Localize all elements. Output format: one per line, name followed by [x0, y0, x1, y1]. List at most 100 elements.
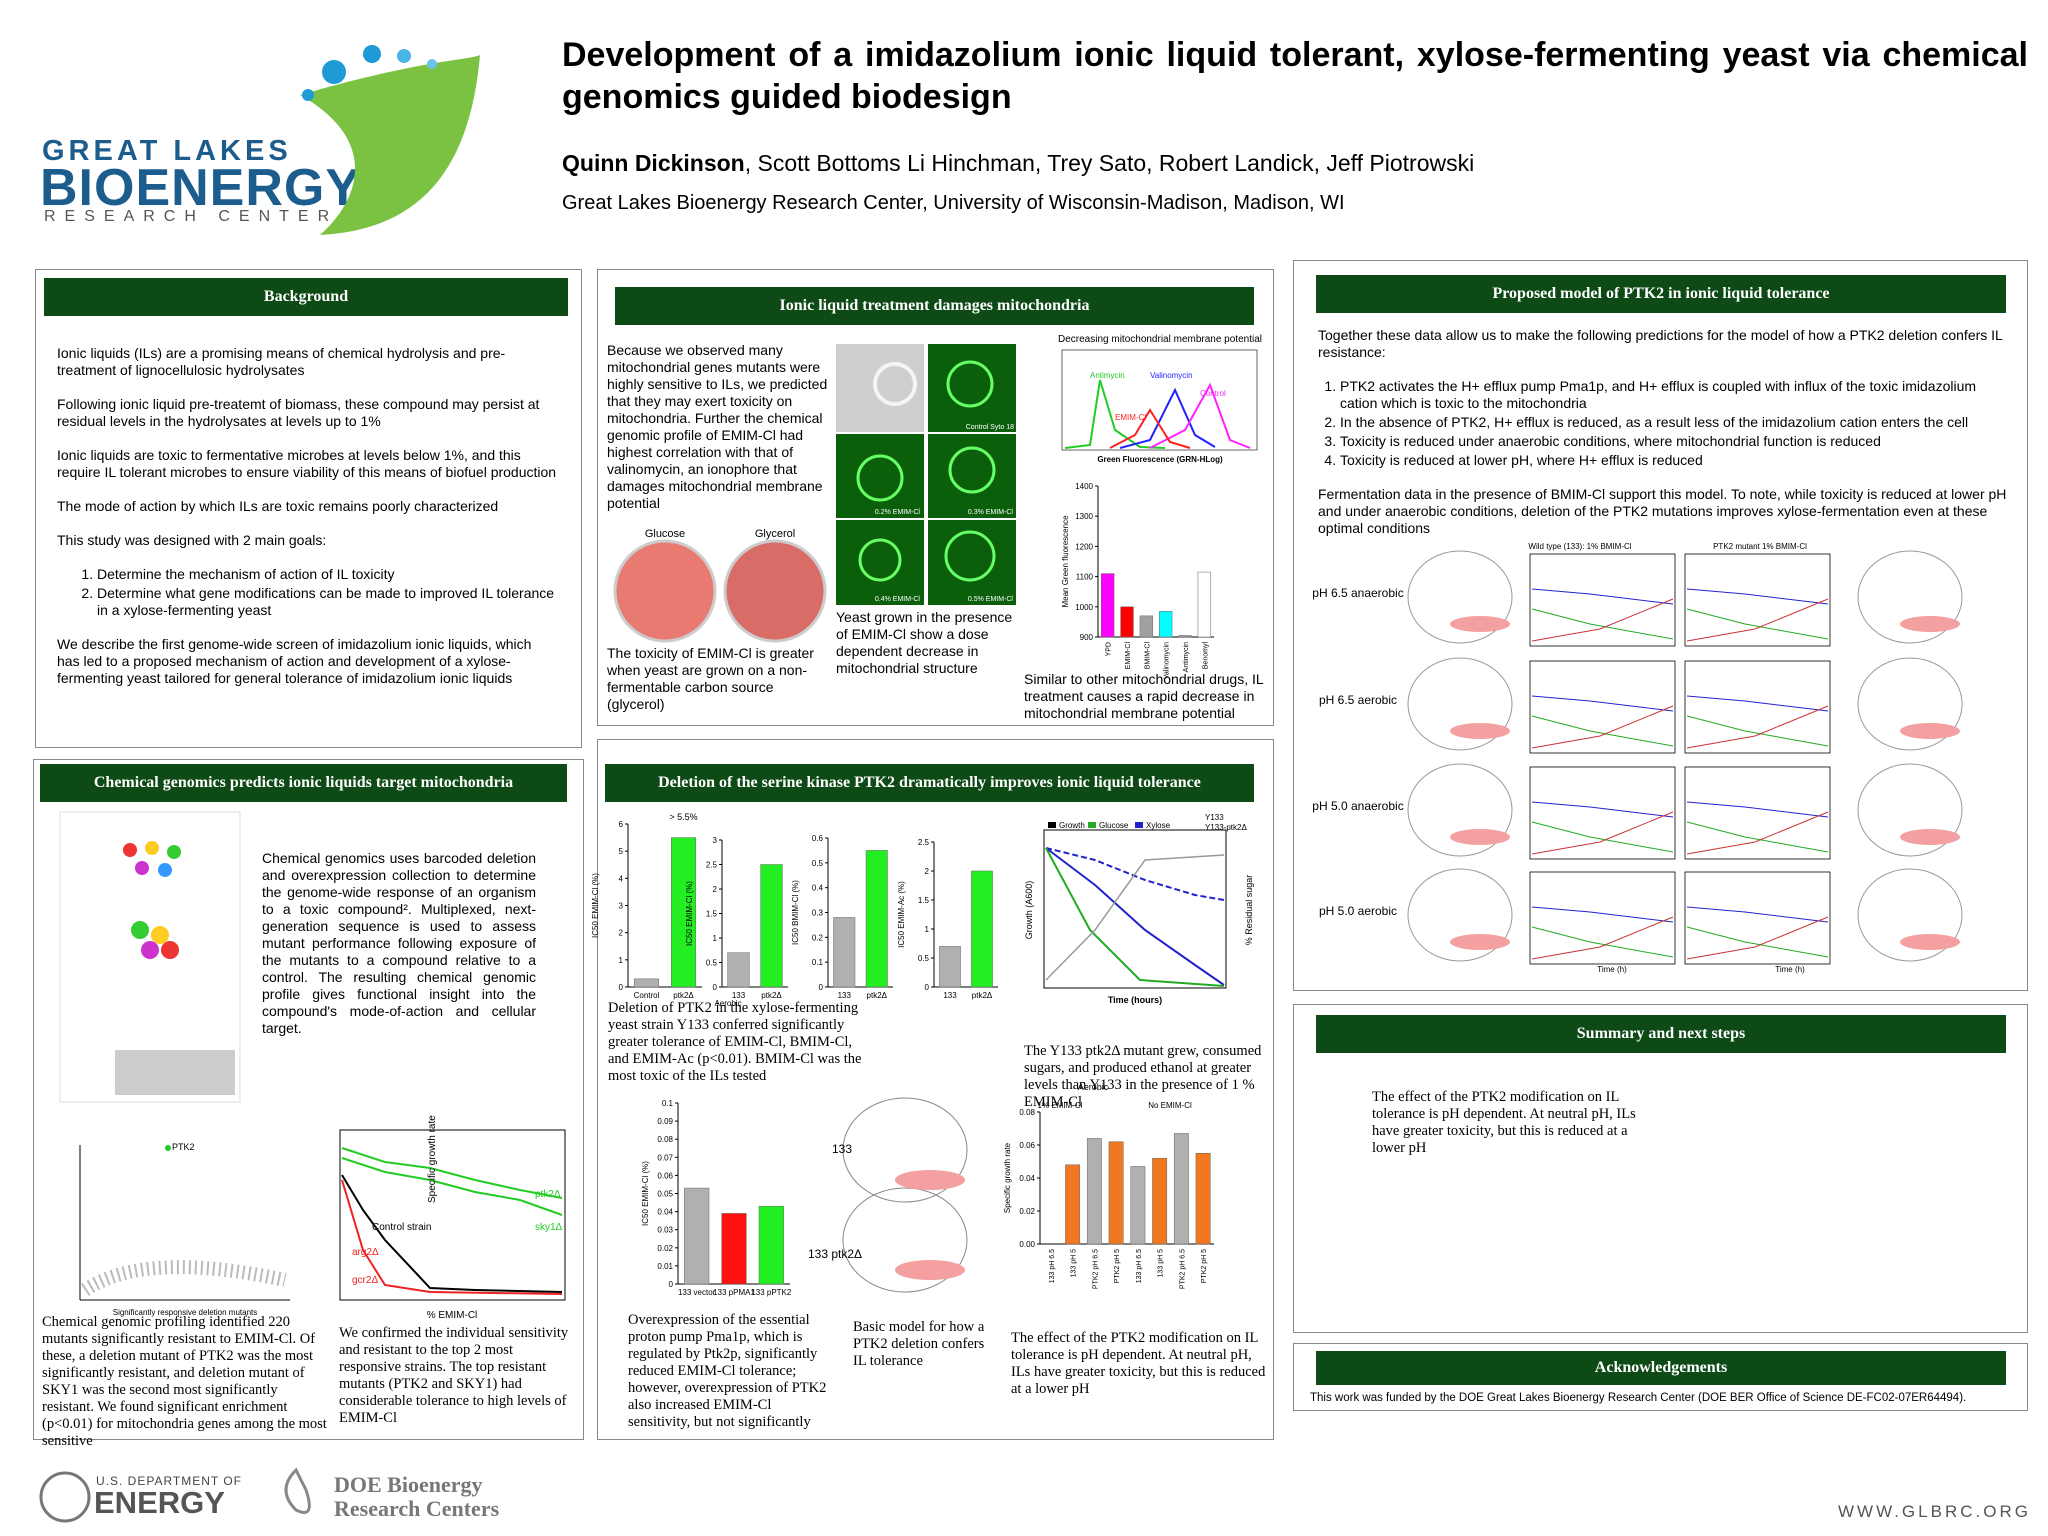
flow-curve — [1064, 379, 1166, 449]
y-tick-label: 0.00 — [1019, 1240, 1035, 1249]
y-tick-label: 4 — [619, 874, 624, 883]
scatter-point — [165, 1145, 171, 1151]
legend-label: Y133-ptk2Δ — [1205, 823, 1247, 832]
y-tick-label: 3 — [713, 836, 718, 845]
x-tick-label: BMIM-Cl — [1144, 642, 1151, 670]
y-tick-label: 0.1 — [812, 958, 824, 967]
legend-swatch — [1048, 822, 1056, 828]
y-tick-label: 0.2 — [812, 933, 824, 942]
series-line — [341, 1179, 563, 1295]
title: Development of a imidazolium ionic liqui… — [562, 36, 2028, 116]
bar — [1195, 1153, 1211, 1245]
micro-label: 0.3% EMIM-Cl — [968, 509, 1014, 516]
mitochondrion — [1450, 616, 1510, 632]
x-tick-label: 133 vector — [678, 1288, 716, 1297]
micrograph — [928, 344, 1016, 432]
y-axis-label: IC50 EMIM-Cl (%) — [685, 881, 694, 946]
series-label: ptk2Δ — [535, 1189, 561, 1200]
y-tick-label: 1400 — [1075, 482, 1093, 491]
group-label: 1% EMIM-Cl — [1038, 1101, 1083, 1110]
y-tick-label: 0 — [713, 983, 718, 992]
bar — [721, 1213, 747, 1285]
x-tick-label: 133 — [943, 991, 957, 1000]
y-tick-label: 0.08 — [657, 1135, 673, 1144]
mini-line — [1686, 916, 1829, 960]
logo-dot — [363, 45, 381, 63]
micrograph — [836, 344, 924, 432]
logo-dot — [397, 49, 411, 63]
list-item: Toxicity is reduced under anaerobic cond… — [1340, 433, 2008, 450]
cell — [856, 454, 904, 502]
doe-seal — [39, 1471, 91, 1523]
x-tick-label: 133 — [838, 991, 852, 1000]
y-axis-label: IC50 EMIM-Cl (%) — [641, 1161, 650, 1226]
legend-swatch — [1135, 822, 1143, 828]
micro-label: 0.5% EMIM-Cl — [968, 596, 1014, 603]
bar — [1139, 615, 1153, 638]
x-tick-label: ptk2Δ — [761, 991, 782, 1000]
paragraph: Ionic liquids are toxic to fermentative … — [57, 447, 557, 480]
ack-text: This work was funded by the DOE Great La… — [1310, 1392, 1967, 1404]
x-tick-label: PTK2 pH 6.5 — [1179, 1249, 1186, 1289]
micrograph — [836, 520, 924, 605]
x-tick-label: YPD — [1106, 642, 1113, 656]
x-tick-label: 133 — [732, 991, 746, 1000]
y-tick-label: 900 — [1080, 633, 1094, 642]
colony — [161, 941, 179, 959]
paragraph: Fermentation data in the presence of BMI… — [1318, 486, 2007, 536]
chart-title: Aerobic — [1078, 1082, 1109, 1092]
y-tick-label: 0.5 — [918, 954, 930, 963]
mini-line — [1686, 811, 1829, 855]
mini-chart — [1684, 871, 1831, 965]
series-line — [1045, 847, 1225, 901]
x-tick-label: Control — [634, 991, 660, 1000]
y-tick-label: 5 — [619, 847, 624, 856]
mini-line — [1531, 608, 1674, 640]
y-tick-label: 1 — [713, 934, 718, 943]
section-title: Summary and next steps — [1316, 1015, 2006, 1053]
flow-title: Decreasing mitochondrial membrane potent… — [1058, 334, 1262, 345]
y-tick-label: 0.06 — [1019, 1141, 1035, 1150]
cell-diagram — [1857, 763, 1963, 857]
y-tick-label: 0.04 — [1019, 1174, 1035, 1183]
chemgen-text: Chemical genomics uses barcoded deletion… — [262, 850, 536, 1036]
y-tick-label: 0.03 — [657, 1226, 673, 1235]
mini-line — [1531, 588, 1674, 605]
strain-label: 133 — [832, 1142, 852, 1156]
y-tick-label: 0.05 — [657, 1190, 673, 1199]
mitochondrion — [895, 1170, 965, 1190]
bar — [1108, 1141, 1124, 1245]
y-tick-label: 0.1 — [662, 1099, 674, 1108]
series-line — [341, 1147, 563, 1199]
aerobic-label: Aerobic — [714, 999, 741, 1008]
list-item: In the absence of PTK2, H+ efflux is red… — [1340, 414, 2008, 431]
summary-panel — [1293, 1004, 2028, 1333]
list-item: PTK2 activates the H+ efflux pump Pma1p,… — [1340, 378, 2008, 412]
annotation: > 5.5% — [669, 812, 697, 822]
y-axis-label: IC50 EMIM-Ac (%) — [897, 881, 906, 948]
workflow-figure — [59, 811, 241, 1103]
x-tick-label: 133 pH 6.5 — [1049, 1249, 1056, 1283]
mini-line — [1531, 598, 1674, 642]
x-tick-label: PTK2 pH 5 — [1201, 1249, 1208, 1283]
logo-dot — [302, 89, 314, 101]
list-item: Determine what gene modifications can be… — [97, 585, 557, 619]
x-tick-label: Benomyl — [1202, 642, 1209, 670]
bar — [1197, 571, 1211, 638]
y-tick-label: 0.06 — [657, 1171, 673, 1180]
flow-frame — [1061, 349, 1258, 451]
y-axis-label: Specific growth rate — [1003, 1142, 1012, 1213]
colony — [167, 845, 181, 859]
mini-chart — [1529, 553, 1676, 647]
y-tick-label: 1.5 — [706, 910, 718, 919]
curve-label: Valinomycin — [1150, 371, 1193, 380]
paragraph: Ionic liquids (ILs) are a promising mean… — [57, 345, 506, 378]
axis-label: Time (hours) — [1108, 995, 1162, 1005]
petri-label: Glucose — [645, 528, 685, 540]
mini-chart — [1529, 766, 1676, 860]
y-tick-label: 0.04 — [657, 1208, 673, 1217]
y-tick-label: 0.5 — [706, 959, 718, 968]
summary-text: The effect of the PTK2 modification on I… — [1372, 1089, 1636, 1156]
